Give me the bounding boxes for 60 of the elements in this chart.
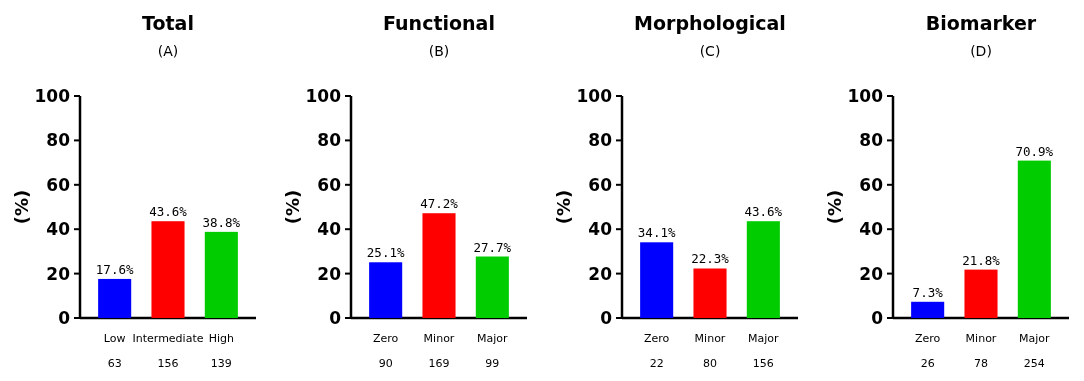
y-tick-label: 100 (576, 86, 613, 106)
y-tick-label: 20 (588, 263, 613, 284)
y-tick-label: 0 (600, 308, 613, 328)
y-tick-label: 80 (859, 130, 884, 151)
x-tick-label: Zero 22 (644, 332, 670, 370)
y-tick-label: 80 (46, 130, 71, 151)
chart-title: Total (142, 12, 194, 34)
data-label: 47.2% (420, 196, 459, 212)
y-tick-label: 20 (859, 263, 884, 284)
data-label: 38.8% (202, 214, 241, 230)
y-tick-label: 60 (46, 174, 71, 195)
chart-subtitle: (C) (699, 43, 721, 59)
y-tick-label: 0 (58, 308, 71, 328)
chart-subtitle: (D) (970, 43, 992, 59)
y-tick-label: 40 (46, 219, 71, 240)
y-axis-title: (%) (282, 189, 303, 225)
data-label: 21.8% (962, 252, 1001, 268)
y-tick-label: 0 (871, 308, 884, 328)
x-tick-label: Minor 78 (965, 332, 997, 370)
data-label: 43.6% (149, 204, 188, 220)
x-tick-label: Major 254 (1019, 332, 1051, 370)
y-tick-label: 100 (305, 86, 342, 106)
y-tick-label: 40 (317, 219, 342, 240)
data-label: 27.7% (473, 239, 512, 255)
data-label: 70.9% (1015, 143, 1054, 159)
x-tick-label: Major 156 (748, 332, 780, 370)
x-tick-label: High 139 (208, 332, 234, 370)
chart-subtitle: (A) (157, 43, 179, 59)
chart-title: Functional (383, 12, 495, 34)
y-tick-label: 80 (317, 130, 342, 151)
data-label: 25.1% (366, 245, 405, 261)
y-tick-label: 20 (46, 263, 71, 284)
y-axis-title: (%) (553, 189, 574, 225)
chart-title: Biomarker (925, 12, 1037, 34)
data-label: 22.3% (691, 251, 730, 267)
y-tick-label: 0 (329, 308, 342, 328)
data-label: 34.1% (637, 225, 676, 241)
y-axis-title: (%) (824, 189, 845, 225)
x-tick-label: Minor 169 (423, 332, 455, 370)
data-label: 43.6% (744, 204, 783, 220)
y-tick-label: 100 (34, 86, 71, 106)
x-tick-label: Major 99 (477, 332, 509, 370)
x-tick-label: Low 63 (103, 332, 126, 370)
chart-title: Morphological (634, 12, 786, 34)
x-tick-label: Minor 80 (694, 332, 726, 370)
x-tick-label: Intermediate 156 (132, 332, 204, 370)
y-tick-label: 100 (847, 86, 884, 106)
x-tick-label: Zero 90 (373, 332, 399, 370)
y-tick-label: 40 (859, 219, 884, 240)
data-label: 17.6% (95, 261, 134, 277)
y-tick-label: 40 (588, 219, 613, 240)
y-tick-label: 20 (317, 263, 342, 284)
y-tick-label: 80 (588, 130, 613, 151)
chart-subtitle: (B) (428, 43, 450, 59)
y-tick-label: 60 (859, 174, 884, 195)
y-axis-title: (%) (11, 189, 32, 225)
y-tick-label: 60 (317, 174, 342, 195)
x-tick-label: Zero 26 (915, 332, 941, 370)
data-label: 7.3% (912, 284, 944, 300)
y-tick-label: 60 (588, 174, 613, 195)
